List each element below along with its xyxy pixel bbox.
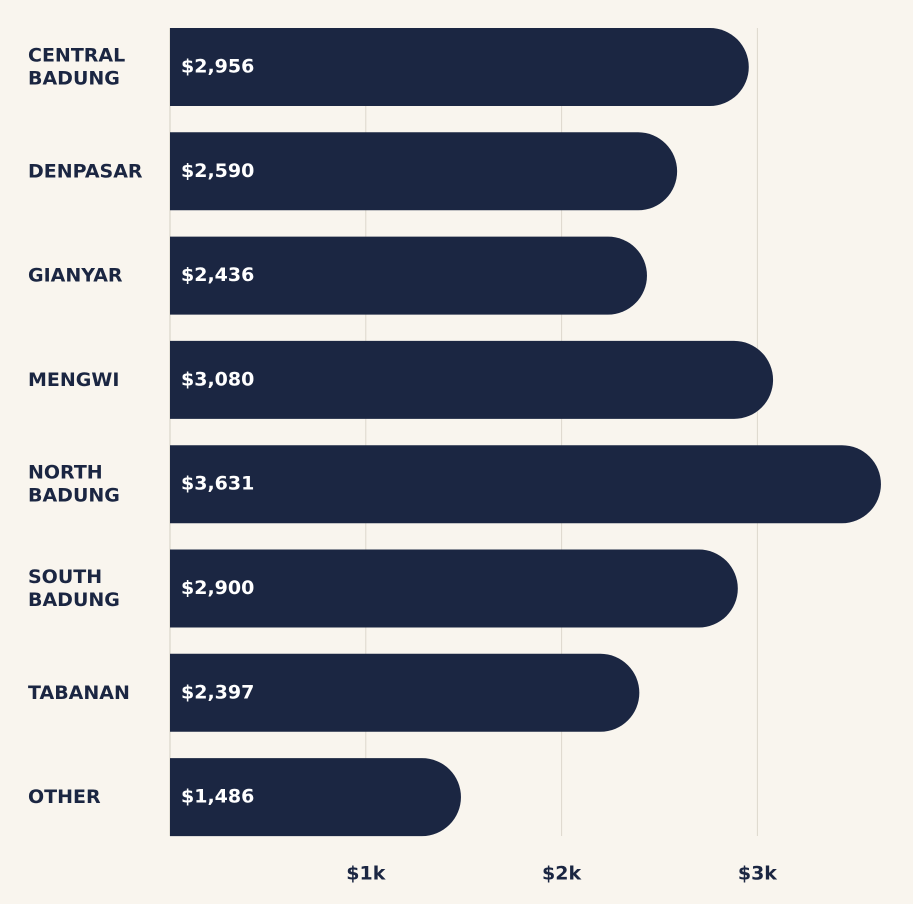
- bar-layer: [170, 28, 881, 837]
- category-label: OTHER: [28, 786, 101, 808]
- bar: [170, 653, 640, 732]
- category-label: SOUTH BADUNG: [28, 566, 120, 611]
- bar-value-label: $2,900: [181, 577, 254, 599]
- bar-value-label: $2,956: [181, 56, 254, 78]
- bar-value-label: $3,080: [181, 368, 254, 390]
- bar: [170, 236, 647, 315]
- category-label-line: CENTRAL: [28, 44, 125, 66]
- tick-layer: $1k $2k $3k: [346, 863, 777, 885]
- category-label-line: OTHER: [28, 786, 101, 808]
- category-label: TABANAN: [28, 681, 130, 703]
- bar-value-label: $2,436: [181, 264, 254, 286]
- bar: [170, 445, 881, 524]
- x-tick-label: $1k: [346, 863, 385, 885]
- bar: [170, 28, 749, 106]
- category-label: DENPASAR: [28, 160, 143, 182]
- bar: [170, 340, 774, 419]
- category-label-line: BADUNG: [28, 589, 120, 611]
- category-label: NORTH BADUNG: [28, 461, 120, 506]
- category-label-line: SOUTH: [28, 566, 102, 588]
- category-label: GIANYAR: [28, 264, 123, 286]
- category-label-line: NORTH: [28, 461, 103, 483]
- category-label-line: BADUNG: [28, 67, 120, 89]
- category-label-line: MENGWI: [28, 368, 119, 390]
- bar-value-label: $2,590: [181, 160, 254, 182]
- category-label-line: GIANYAR: [28, 264, 123, 286]
- bar-value-label: $3,631: [181, 473, 254, 495]
- bar-value-label: $1,486: [181, 786, 254, 808]
- bar-value-label: $2,397: [181, 681, 254, 703]
- category-label: MENGWI: [28, 368, 119, 390]
- x-tick-label: $3k: [738, 863, 777, 885]
- x-tick-label: $2k: [542, 863, 581, 885]
- category-label-line: BADUNG: [28, 484, 120, 506]
- category-label-line: TABANAN: [28, 681, 130, 703]
- bar: [170, 132, 678, 211]
- category-label: CENTRAL BADUNG: [28, 44, 125, 89]
- bar: [170, 758, 461, 837]
- bar: [170, 549, 738, 628]
- category-label-line: DENPASAR: [28, 160, 143, 182]
